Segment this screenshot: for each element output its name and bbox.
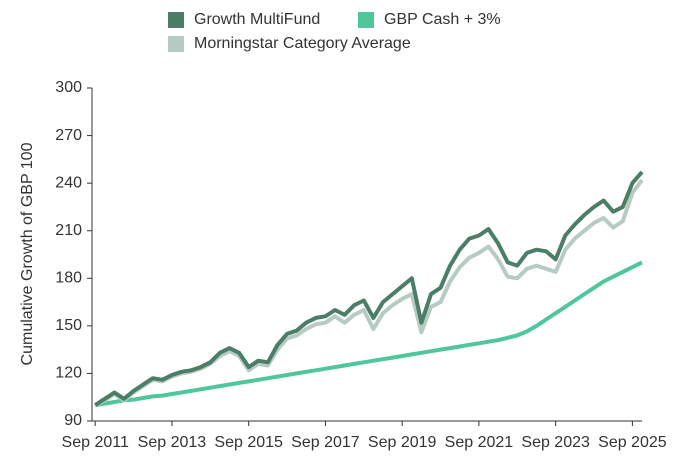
legend-label: Growth MultiFund: [194, 11, 320, 28]
y-tick-label: 210: [55, 222, 82, 239]
y-tick-label: 90: [64, 412, 82, 429]
series-line: [94, 170, 644, 407]
legend-label: Morningstar Category Average: [194, 35, 411, 52]
legend-swatch: [358, 12, 374, 28]
x-tick-label: Sep 2025: [598, 434, 667, 451]
y-tick-label: 270: [55, 127, 82, 144]
series-line: [94, 260, 643, 408]
y-tick-label: 120: [55, 365, 82, 382]
x-tick-label: Sep 2019: [368, 434, 437, 451]
y-axis-label: Cumulative Growth of GBP 100: [19, 142, 36, 365]
y-tick-label: 150: [55, 317, 82, 334]
x-tick-label: Sep 2021: [445, 434, 514, 451]
legend-label: GBP Cash + 3%: [384, 11, 501, 28]
x-tick-label: Sep 2013: [138, 434, 207, 451]
y-tick-label: 240: [55, 174, 82, 191]
legend-swatch: [168, 36, 184, 52]
x-tick-label: Sep 2015: [214, 434, 283, 451]
x-tick-label: Sep 2023: [521, 434, 590, 451]
y-tick-label: 300: [55, 79, 82, 96]
x-tick-label: Sep 2017: [291, 434, 360, 451]
x-tick-label: Sep 2011: [62, 434, 129, 451]
y-tick-label: 180: [55, 270, 82, 287]
legend-swatch: [168, 12, 184, 28]
